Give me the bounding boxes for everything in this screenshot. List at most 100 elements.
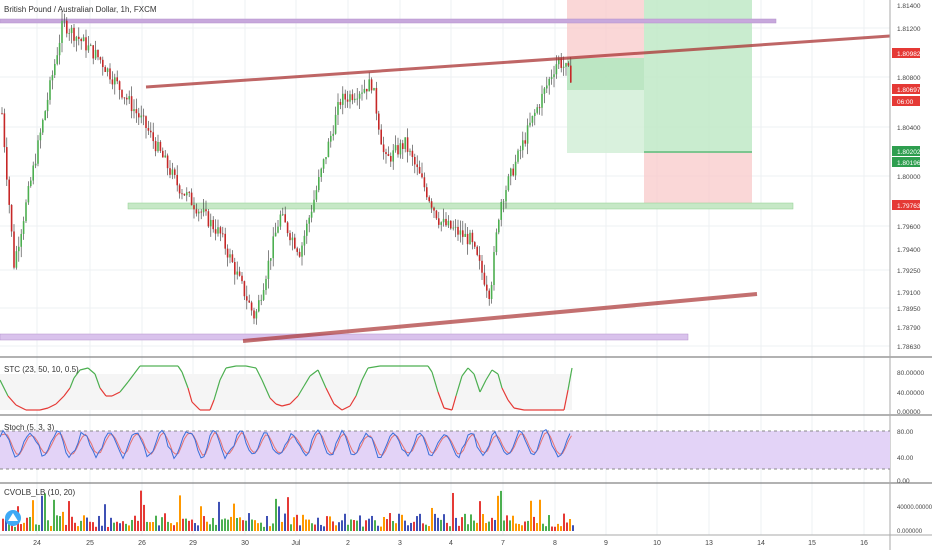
stc-panel <box>0 365 573 411</box>
volume-bar <box>317 517 319 531</box>
candle-body <box>49 80 51 100</box>
candle <box>123 97 126 105</box>
candle <box>92 45 94 65</box>
volume-bar <box>383 516 385 531</box>
candle-body <box>416 164 418 168</box>
candle <box>361 84 363 101</box>
candle <box>205 200 207 216</box>
candle <box>102 56 104 76</box>
candle-body <box>298 251 301 257</box>
candle <box>334 106 337 135</box>
short-stop-zone[interactable] <box>567 0 644 58</box>
candle-body <box>277 226 279 233</box>
candle-body <box>78 36 80 39</box>
volume-bar <box>410 522 412 531</box>
trend-lines <box>145 34 891 343</box>
candle <box>130 86 133 119</box>
long-stop-zone[interactable] <box>644 153 752 205</box>
price-tick-label: 1.80800 <box>897 75 921 82</box>
candle <box>414 153 416 174</box>
candle <box>466 226 469 255</box>
candle-body <box>195 209 198 214</box>
volume-bar <box>80 520 82 531</box>
candle-body <box>133 109 135 112</box>
price-tick-label: 1.79250 <box>897 268 921 275</box>
candle <box>380 124 382 145</box>
trendline-lower[interactable] <box>242 292 758 343</box>
candle-body <box>61 21 63 43</box>
candle-body <box>440 222 442 225</box>
volume-bar <box>188 520 190 531</box>
volume-bar <box>89 521 91 531</box>
stc-line-segment <box>79 367 89 371</box>
candle <box>162 147 164 158</box>
candle-body <box>471 232 474 243</box>
volume-bar <box>290 524 292 531</box>
volume-bar <box>245 520 247 531</box>
candle <box>75 35 78 52</box>
stc-line-segment <box>177 365 183 373</box>
candle <box>296 246 298 256</box>
volume-bar <box>479 501 481 531</box>
candle-body <box>176 174 178 186</box>
candle <box>426 183 428 200</box>
candle-body <box>502 201 505 203</box>
candle <box>214 219 217 241</box>
stc-line-segment <box>225 365 237 369</box>
volume-bar <box>287 497 289 531</box>
trendline-upper[interactable] <box>145 34 891 89</box>
candle <box>433 206 435 219</box>
volume-bar <box>506 515 508 531</box>
stc-line-segment <box>187 387 193 403</box>
candle-body <box>226 248 229 258</box>
candle <box>344 89 346 109</box>
candle-body <box>162 150 164 158</box>
volume-bar <box>278 506 280 531</box>
candle-body <box>8 179 10 205</box>
candle <box>510 167 512 186</box>
price-tick-label: 1.78630 <box>897 344 921 351</box>
support-zone-bottom[interactable] <box>0 333 689 341</box>
candle <box>538 104 541 115</box>
candle <box>514 154 517 181</box>
volume-bar <box>158 525 160 531</box>
resistance-zone-top[interactable] <box>0 18 777 24</box>
tradingview-logo[interactable] <box>5 510 21 526</box>
stc-line-segment <box>461 367 469 377</box>
candle <box>387 146 390 157</box>
candle <box>291 231 294 251</box>
volume-bar <box>152 522 154 531</box>
stc-line-segment <box>309 369 319 377</box>
stoch-tick-label: 0.00 <box>897 478 910 485</box>
candle-body <box>534 112 536 116</box>
candle <box>560 53 562 73</box>
candle <box>327 138 330 158</box>
volume-bar <box>74 522 76 531</box>
volume-bar <box>182 518 184 531</box>
stc-tick-label: 0.00000 <box>897 409 921 416</box>
candle <box>505 185 507 209</box>
stc-line-segment <box>497 373 503 389</box>
candle <box>500 199 502 227</box>
candle-body <box>80 38 82 42</box>
support-zone-middle[interactable] <box>127 202 794 210</box>
candle <box>428 195 430 203</box>
stc-line-segment <box>349 395 357 407</box>
candle-body <box>157 141 159 152</box>
candle-body <box>190 192 193 206</box>
price-badge-label: 06:00 <box>897 99 914 106</box>
long-target-zone[interactable] <box>644 0 752 153</box>
candle <box>548 76 550 95</box>
candle-body <box>464 233 466 237</box>
volume-bar <box>434 513 436 531</box>
candle-body <box>174 169 176 175</box>
volume-bar <box>443 514 445 531</box>
candle-body <box>349 94 351 102</box>
candle <box>322 158 325 174</box>
time-tick-label: Jul <box>292 540 301 547</box>
short-filled-zone[interactable] <box>567 58 644 90</box>
candle-body <box>279 214 282 227</box>
candle <box>8 176 10 214</box>
volume-bar <box>296 514 298 531</box>
volume-bar <box>347 524 349 531</box>
